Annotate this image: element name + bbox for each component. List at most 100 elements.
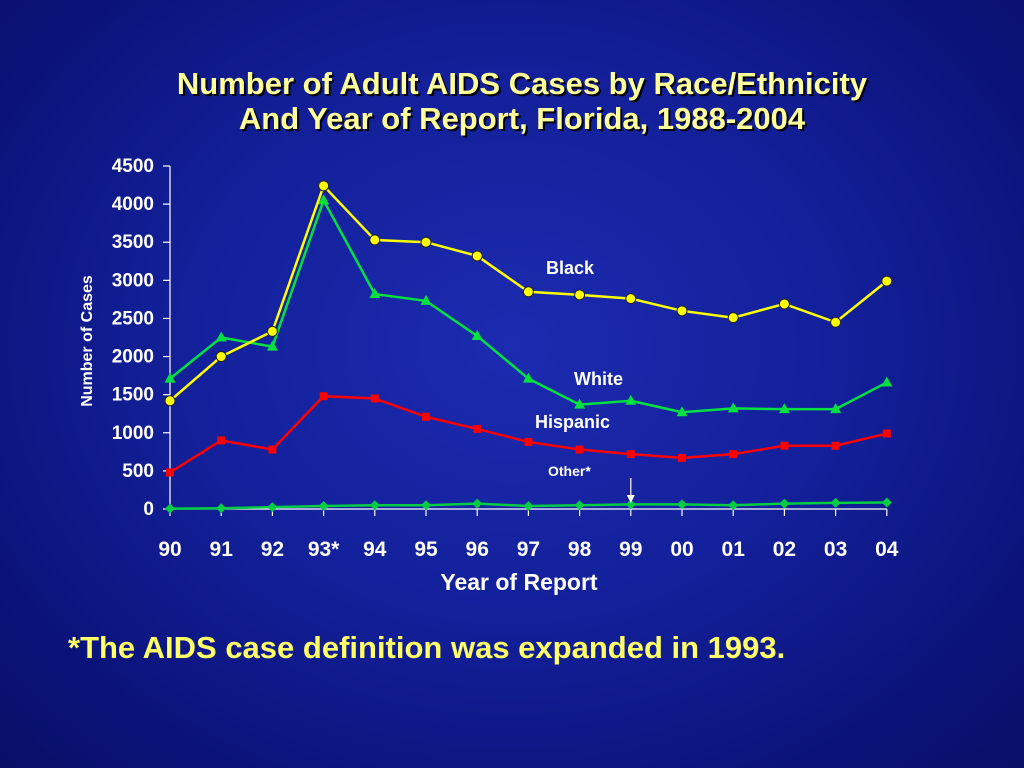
x-tick-label: 93* bbox=[308, 538, 340, 561]
data-point-other bbox=[574, 500, 585, 511]
data-point-white bbox=[625, 394, 637, 405]
data-point-other bbox=[369, 500, 380, 511]
x-tick-label: 91 bbox=[210, 538, 234, 561]
data-point-hispanic bbox=[575, 445, 584, 454]
data-point-black bbox=[522, 286, 534, 298]
x-tick-label: 03 bbox=[824, 538, 847, 561]
data-point-hispanic bbox=[780, 441, 789, 450]
data-point-hispanic bbox=[831, 441, 840, 450]
data-point-black bbox=[881, 275, 893, 287]
chart-title-line-2: And Year of Report, Florida, 1988-2004 bbox=[238, 101, 806, 136]
x-tick-label: 04 bbox=[875, 538, 899, 561]
data-point-black bbox=[164, 395, 176, 407]
data-point-other bbox=[267, 502, 278, 513]
y-tick-label: 2000 bbox=[112, 347, 154, 368]
data-point-hispanic bbox=[729, 450, 738, 459]
series-hispanic bbox=[166, 392, 891, 477]
data-point-white bbox=[471, 329, 483, 340]
data-point-other bbox=[216, 503, 227, 514]
data-point-other bbox=[318, 500, 329, 511]
data-point-other bbox=[881, 497, 892, 508]
series-line-hispanic bbox=[169, 394, 888, 474]
data-point-black bbox=[215, 351, 227, 363]
y-tick-label: 3500 bbox=[112, 232, 154, 253]
footnote: *The AIDS case definition was expanded i… bbox=[68, 630, 786, 665]
data-point-black bbox=[778, 298, 790, 310]
y-tick-label: 0 bbox=[143, 499, 154, 520]
x-tick-label: 95 bbox=[414, 538, 438, 561]
data-point-white bbox=[266, 340, 278, 351]
data-point-other bbox=[472, 498, 483, 509]
data-point-white bbox=[164, 372, 176, 383]
data-point-other bbox=[728, 500, 739, 511]
data-point-black bbox=[369, 234, 381, 246]
y-tick-label: 4500 bbox=[112, 156, 154, 177]
x-tick-label: 98 bbox=[568, 538, 592, 561]
series-white bbox=[164, 194, 893, 417]
data-point-white bbox=[369, 288, 381, 299]
data-point-black bbox=[471, 250, 483, 262]
data-point-hispanic bbox=[678, 453, 686, 462]
x-tick-label: 94 bbox=[363, 538, 387, 561]
data-point-white bbox=[830, 403, 842, 414]
y-tick-label: 3000 bbox=[112, 270, 154, 291]
data-point-hispanic bbox=[524, 437, 533, 446]
data-point-white bbox=[574, 398, 586, 409]
data-point-black bbox=[625, 293, 637, 305]
data-point-hispanic bbox=[166, 468, 174, 477]
data-point-other bbox=[165, 503, 175, 514]
data-point-other bbox=[830, 497, 841, 508]
data-point-white bbox=[420, 294, 432, 305]
chart-labels: Black White Hispanic Other* bbox=[535, 258, 635, 503]
y-tick-label: 1500 bbox=[112, 385, 154, 406]
series-label-black: Black bbox=[546, 258, 595, 278]
data-point-white bbox=[318, 194, 330, 205]
data-point-other bbox=[523, 500, 534, 511]
y-tick-label: 500 bbox=[122, 461, 154, 482]
chart-series bbox=[164, 180, 893, 514]
data-point-black bbox=[727, 312, 739, 324]
x-tick-label: 97 bbox=[517, 538, 540, 561]
x-axis-title: Year of Report bbox=[440, 569, 598, 595]
data-point-hispanic bbox=[882, 429, 891, 438]
y-tick-label: 2500 bbox=[112, 308, 154, 329]
data-point-black bbox=[574, 289, 586, 301]
data-point-white bbox=[522, 372, 534, 383]
y-axis-title: Number of Cases bbox=[79, 275, 96, 407]
y-tick-label: 1000 bbox=[112, 423, 154, 444]
y-tick-label: 4000 bbox=[112, 194, 154, 215]
x-tick-label: 90 bbox=[158, 538, 181, 561]
x-tick-label: 92 bbox=[261, 538, 284, 561]
data-point-white bbox=[881, 376, 893, 387]
series-label-white: White bbox=[574, 369, 623, 389]
x-tick-label: 01 bbox=[722, 538, 746, 561]
x-tick-label: 96 bbox=[466, 538, 489, 561]
data-point-other bbox=[677, 499, 687, 510]
x-tick-label: 00 bbox=[670, 538, 693, 561]
data-point-black bbox=[266, 325, 278, 337]
data-point-black bbox=[830, 316, 842, 328]
chart-axes: 0 500 1000 1500 2000 2500 3000 3500 4000 4500 90 91… bbox=[79, 156, 899, 595]
data-point-other bbox=[421, 500, 431, 511]
data-point-white bbox=[676, 406, 688, 417]
data-point-white bbox=[215, 331, 227, 342]
series-label-other: Other* bbox=[548, 463, 591, 479]
series-label-hispanic: Hispanic bbox=[535, 412, 610, 432]
data-point-hispanic bbox=[626, 450, 635, 459]
series-other bbox=[165, 497, 892, 514]
data-point-hispanic bbox=[422, 412, 430, 421]
data-point-hispanic bbox=[217, 436, 226, 445]
chart-title-line-1: Number of Adult AIDS Cases by Race/Ethni… bbox=[176, 66, 868, 101]
data-point-white bbox=[778, 403, 790, 414]
data-point-hispanic bbox=[319, 392, 328, 401]
series-black bbox=[164, 180, 893, 407]
x-tick-label: 02 bbox=[773, 538, 796, 561]
chart-title: Number of Adult AIDS Cases by Race/Ethni… bbox=[0, 66, 1024, 136]
data-point-other bbox=[625, 499, 636, 510]
data-point-hispanic bbox=[370, 394, 379, 403]
data-point-black bbox=[420, 236, 432, 248]
data-point-black bbox=[676, 305, 688, 317]
data-point-hispanic bbox=[268, 445, 277, 454]
data-point-other bbox=[779, 498, 790, 509]
